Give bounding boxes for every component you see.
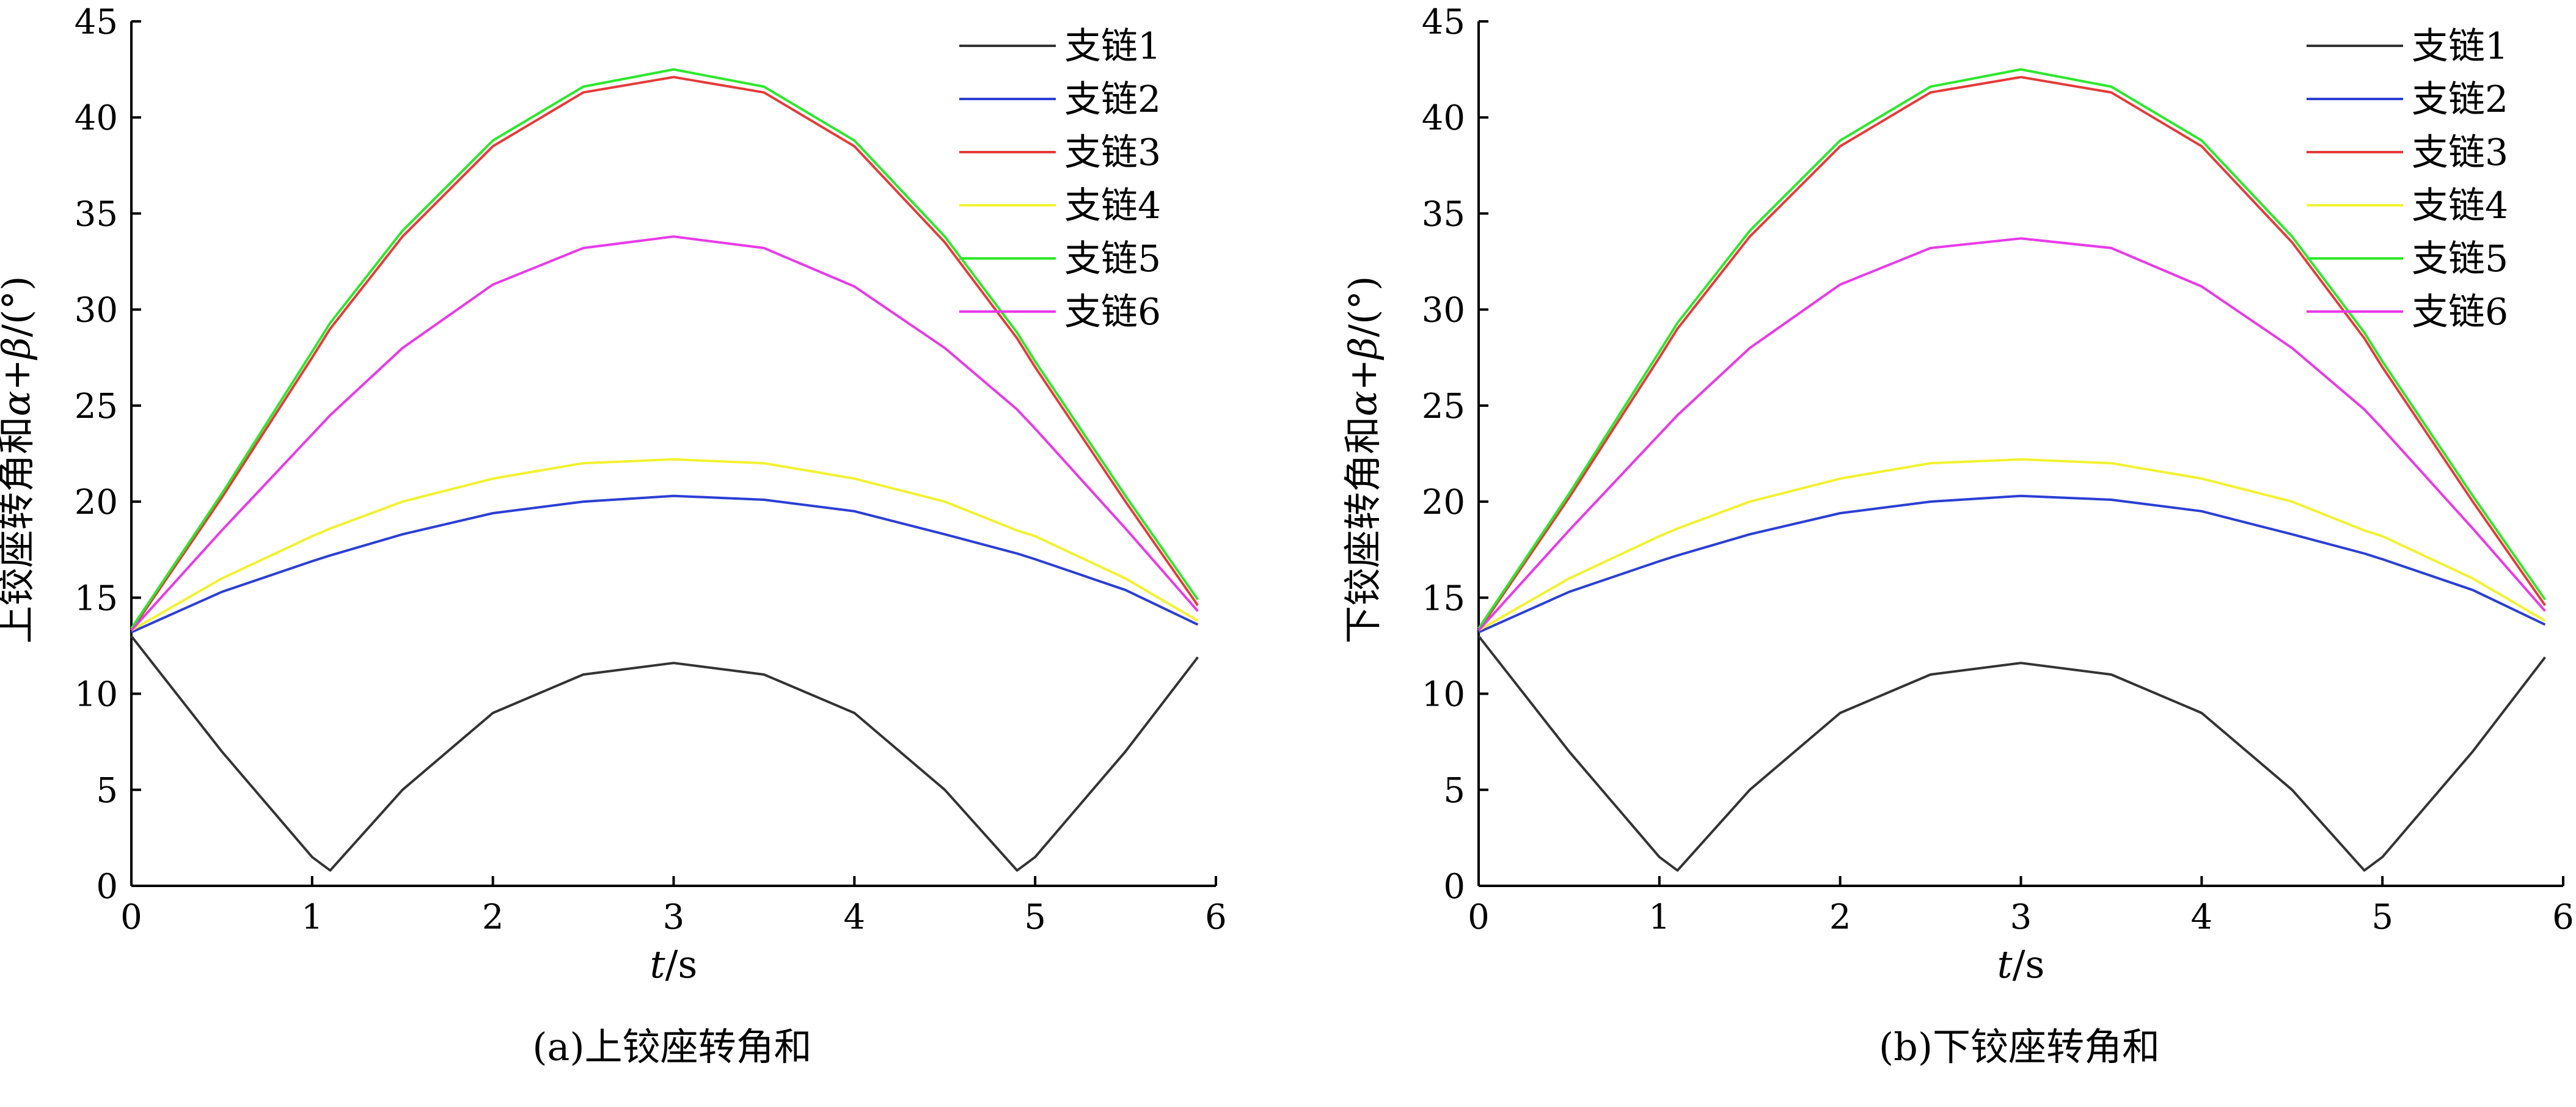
legend-label-1: 支链1 [1064, 25, 1161, 68]
legend-label-2: 支链2 [1064, 78, 1161, 121]
x-axis-label-variable: t [650, 942, 665, 987]
series-line-2 [131, 494, 1199, 634]
x-tick-label: 2 [482, 897, 504, 937]
x-tick-label: 4 [844, 897, 866, 937]
y-tick-label: 40 [1422, 98, 1465, 138]
y-tick-label: 10 [1422, 675, 1465, 715]
legend-label-6: 支链6 [1064, 291, 1161, 334]
series-line-6 [1477, 237, 2546, 632]
x-tick-label: 0 [120, 897, 142, 937]
series-line-1 [1477, 635, 2546, 872]
series-line-5 [130, 68, 1199, 629]
legend-label-1: 支链1 [2412, 25, 2508, 68]
x-tick-label: 6 [1205, 897, 1227, 937]
x-tick-label: 5 [2371, 897, 2393, 937]
y-axis-label: 上铰座转角和α+β/(°) [0, 276, 38, 644]
x-axis-label-variable: t [1997, 942, 2013, 987]
y-axis-label-text: 下铰座转角和 [1341, 416, 1385, 643]
y-tick-label: 0 [1443, 867, 1465, 907]
legend-label-3: 支链3 [2412, 131, 2508, 174]
y-tick-label: 45 [1422, 2, 1465, 42]
x-axis-label: t/s [1997, 942, 2045, 987]
x-tick-label: 0 [1468, 897, 1490, 937]
x-axis-label: t/s [650, 942, 698, 987]
y-tick-label: 30 [1422, 291, 1465, 331]
y-tick-label: 20 [1422, 483, 1465, 522]
y-tick-label: 5 [1443, 771, 1465, 811]
series-line-5 [1477, 68, 2547, 629]
series-line-4 [1478, 458, 2546, 632]
y-tick-label: 10 [75, 675, 118, 715]
y-tick-label: 35 [75, 194, 118, 234]
y-tick-label: 20 [75, 483, 118, 522]
legend-label-4: 支链4 [2412, 184, 2508, 227]
x-tick-label: 6 [2552, 897, 2574, 937]
x-tick-label: 2 [1829, 897, 1851, 937]
y-axis-label: 下铰座转角和α+β/(°) [1341, 276, 1385, 644]
legend-label-3: 支链3 [1064, 131, 1161, 174]
y-tick-label: 35 [1422, 194, 1465, 234]
x-tick-label: 3 [2010, 897, 2032, 937]
y-tick-label: 40 [75, 98, 118, 138]
series-line-4 [131, 458, 1199, 632]
x-tick-label: 3 [663, 897, 685, 937]
legend-label-5: 支链5 [2412, 238, 2508, 280]
chart-panel-1: 0 1 2 3 4 5 6051015202530354045支链1支链2支链3支链4支链5… [0, 2, 1227, 1069]
y-axis-label-unit: /(°) [1341, 276, 1385, 337]
legend-label-5: 支链5 [1064, 238, 1161, 280]
y-tick-label: 15 [75, 579, 118, 618]
series-line-3 [130, 76, 1199, 631]
legend-label-2: 支链2 [2412, 78, 2508, 121]
y-tick-label: 5 [96, 771, 118, 811]
series-line-6 [130, 235, 1199, 632]
x-tick-label: 4 [2191, 897, 2213, 937]
x-tick-label: 1 [301, 897, 323, 937]
x-tick-label: 1 [1648, 897, 1670, 937]
y-axis-label-variable: α+β [0, 337, 38, 417]
y-tick-label: 25 [1422, 387, 1465, 426]
x-axis-label-unit: /s [2013, 942, 2045, 987]
y-axis-label-variable: α+β [1341, 337, 1385, 417]
x-tick-label: 5 [1024, 897, 1046, 937]
panel-caption: (b)下铰座转角和 [1879, 1025, 2160, 1069]
y-axis-label-text: 上铰座转角和 [0, 416, 38, 643]
y-axis-label-unit: /(°) [0, 276, 38, 337]
y-tick-label: 30 [75, 291, 118, 331]
series-line-2 [1478, 494, 2546, 634]
legend-label-4: 支链4 [1064, 184, 1161, 227]
legend-label-6: 支链6 [2412, 291, 2508, 334]
y-tick-label: 0 [96, 867, 118, 907]
series-line-1 [130, 635, 1199, 872]
series-line-3 [1477, 76, 2547, 631]
panel-caption: (a)上铰座转角和 [532, 1025, 811, 1069]
y-tick-label: 25 [75, 387, 118, 426]
chart-panel-2: 0 1 2 3 4 5 6051015202530354045支链1支链2支链3支链4支链5… [1341, 2, 2574, 1069]
y-tick-label: 15 [1422, 579, 1465, 618]
y-tick-label: 45 [75, 2, 118, 42]
x-axis-label-unit: /s [665, 942, 698, 987]
